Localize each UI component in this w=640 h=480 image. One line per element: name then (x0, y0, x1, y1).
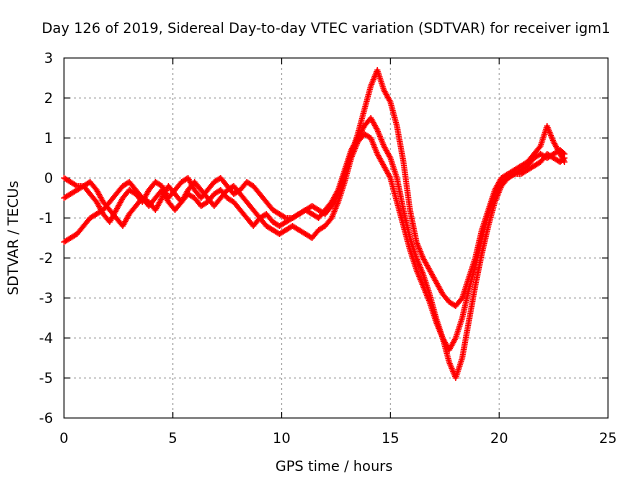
x-tick-label: 5 (168, 431, 177, 447)
x-tick-label: 0 (60, 431, 69, 447)
x-tick-label: 15 (381, 431, 399, 447)
y-tick-label: -3 (39, 291, 53, 307)
series-track-b (61, 131, 568, 381)
x-tick-label: 25 (599, 431, 617, 447)
y-tick-label: -4 (39, 331, 53, 347)
y-tick-labels: -6 -5 -4 -3 -2 -1 0 1 2 3 (39, 51, 53, 427)
y-tick-label: -5 (39, 371, 53, 387)
y-tick-label: 0 (44, 171, 53, 187)
plot-frame (63, 57, 609, 419)
x-tick-label: 10 (273, 431, 291, 447)
y-tick-label: 2 (44, 91, 53, 107)
data-point-marker (561, 159, 568, 165)
grid-lines (64, 58, 608, 418)
series-track-c (61, 67, 568, 309)
y-tick-label: -6 (39, 411, 53, 427)
y-tick-label: 1 (44, 131, 53, 147)
x-tick-labels: 0 5 10 15 20 25 (60, 431, 617, 447)
x-axis-label: GPS time / hours (275, 459, 392, 475)
y-tick-label: 3 (44, 51, 53, 67)
data-series (61, 67, 568, 381)
data-point-marker (560, 157, 567, 164)
data-point-marker (281, 214, 288, 221)
axis-ticks (63, 57, 609, 419)
x-tick-label: 20 (490, 431, 508, 447)
y-tick-label: -2 (39, 251, 53, 267)
y-axis-label: SDTVAR / TECUs (6, 181, 22, 296)
data-point-marker (72, 182, 79, 189)
chart-title: Day 126 of 2019, Sidereal Day-to-day VTE… (42, 21, 611, 37)
y-tick-label: -1 (39, 211, 53, 227)
